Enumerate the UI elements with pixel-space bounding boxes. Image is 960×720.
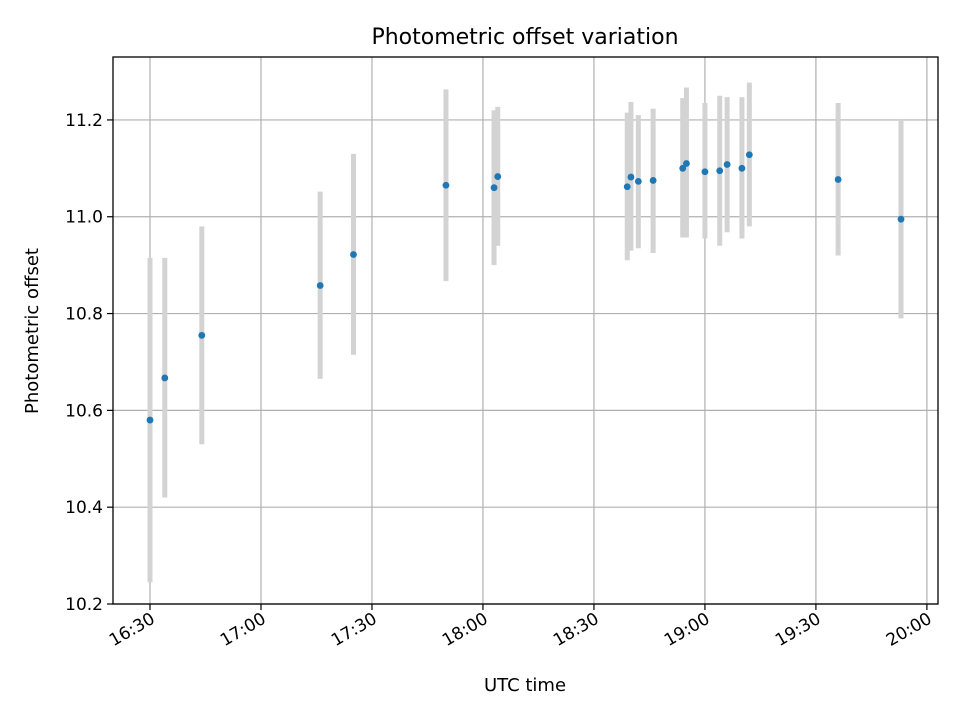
chart-title: Photometric offset variation [371,25,678,50]
x-tick-label: 19:30 [772,609,824,651]
data-point [490,184,498,192]
x-tick-label: 17:00 [217,609,269,651]
grid-lines [113,57,938,605]
y-tick-label: 10.6 [65,401,103,421]
data-point [316,282,324,289]
x-tick-label: 18:00 [439,609,491,651]
data-point [701,168,709,176]
data-point [723,161,731,168]
y-tick-label: 10.8 [65,305,103,325]
y-tick-label: 11.0 [65,208,103,228]
data-point [834,176,842,183]
data-point [442,181,450,189]
y-tick-label: 10.2 [65,595,103,615]
y-tick-label: 10.4 [65,498,103,518]
x-tick-label: 16:30 [106,609,158,651]
x-axis-label: UTC time [484,675,566,696]
x-tick-label: 18:30 [550,609,602,651]
data-point [738,164,746,172]
data-points [146,151,905,424]
data-point [627,173,635,181]
x-tick-label: 20:00 [883,609,935,651]
data-point [745,151,753,159]
axis-ticks: 16:30 17:00 17:30 18:00 18:30 19:00 19:30 20:00… [65,111,935,651]
data-point [649,177,657,184]
data-point [198,331,206,339]
data-point [623,183,631,191]
data-point [683,160,690,167]
x-tick-label: 19:00 [661,609,713,651]
x-tick-label: 17:30 [328,609,380,651]
data-point [716,167,724,175]
data-point [494,173,502,180]
data-point [350,251,357,258]
plot-frame [112,56,939,605]
data-point [897,215,905,223]
data-point [634,178,642,185]
data-point [146,416,154,424]
data-point [161,374,169,382]
y-axis-label: Photometric offset [22,248,43,414]
data-point [679,164,687,172]
y-tick-label: 11.2 [65,111,103,131]
